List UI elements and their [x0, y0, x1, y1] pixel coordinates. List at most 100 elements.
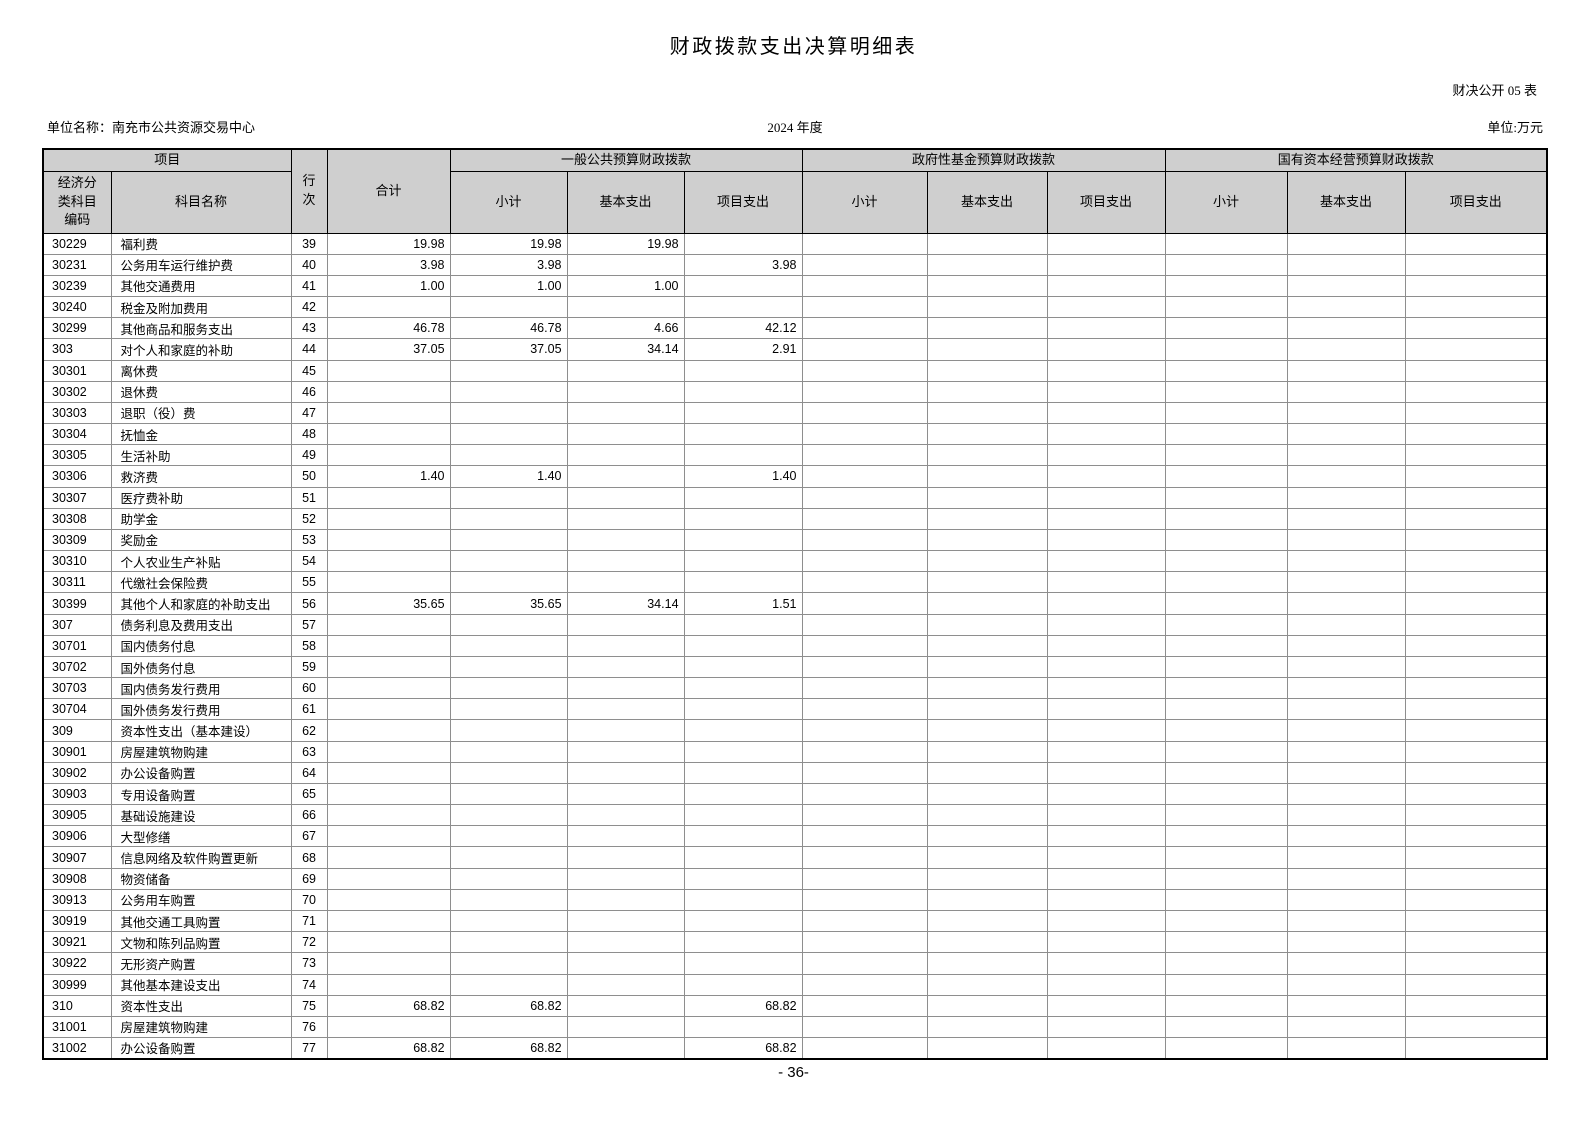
cell-economic-code: 30307	[42, 486, 112, 509]
cell-line-number: 55	[290, 571, 328, 594]
cell-subject-name: 退休费	[110, 380, 292, 403]
cell-state-subtotal	[1164, 973, 1288, 996]
cell-general-project: 1.40	[683, 465, 803, 488]
cell-total	[326, 401, 451, 425]
table-row: 30304 抚恤金 48	[42, 423, 1548, 446]
cell-state-basic	[1286, 909, 1406, 933]
cell-general-basic	[566, 846, 685, 869]
cell-state-subtotal	[1164, 423, 1288, 446]
cell-gov-basic	[926, 550, 1048, 573]
cell-gov-subtotal	[801, 804, 928, 827]
cell-state-subtotal	[1164, 528, 1288, 552]
cell-general-subtotal	[449, 401, 568, 425]
cell-gov-subtotal	[801, 444, 928, 467]
table-row: 30229 福利费 39 19.98 19.98 19.98	[42, 232, 1548, 255]
header-state-capital-group: 国有资本经营预算财政拨款	[1164, 148, 1548, 172]
cell-state-basic	[1286, 423, 1406, 446]
table-row: 307 债务利息及费用支出 57	[42, 613, 1548, 636]
cell-subject-name: 奖励金	[110, 528, 292, 552]
cell-line-number: 39	[290, 232, 328, 255]
cell-gov-subtotal	[801, 973, 928, 996]
cell-gov-basic	[926, 359, 1048, 382]
cell-general-basic	[566, 677, 685, 700]
table-row: 30309 奖励金 53	[42, 528, 1548, 552]
cell-gov-project	[1046, 973, 1166, 996]
table-row: 30701 国内债务付息 58	[42, 634, 1548, 657]
cell-line-number: 76	[290, 1015, 328, 1039]
cell-line-number: 50	[290, 465, 328, 488]
cell-state-project	[1404, 846, 1548, 869]
cell-subject-name: 抚恤金	[110, 423, 292, 446]
header-gov-project: 项目支出	[1046, 170, 1166, 234]
cell-total	[326, 804, 451, 827]
cell-state-basic	[1286, 761, 1406, 784]
cell-total	[326, 677, 451, 700]
header-general-project: 项目支出	[683, 170, 803, 234]
cell-economic-code: 30906	[42, 825, 112, 848]
cell-state-basic	[1286, 613, 1406, 636]
cell-state-subtotal	[1164, 380, 1288, 403]
cell-subject-name: 物资储备	[110, 867, 292, 890]
cell-gov-subtotal	[801, 550, 928, 573]
cell-line-number: 44	[290, 338, 328, 361]
cell-gov-project	[1046, 1015, 1166, 1039]
cell-general-subtotal	[449, 740, 568, 763]
cell-state-subtotal	[1164, 825, 1288, 848]
header-economic-code: 经济分类科目编码	[42, 170, 112, 234]
cell-general-subtotal: 37.05	[449, 338, 568, 361]
cell-state-subtotal	[1164, 888, 1288, 912]
cell-general-basic	[566, 486, 685, 509]
cell-state-subtotal	[1164, 359, 1288, 382]
cell-general-subtotal	[449, 761, 568, 784]
cell-state-subtotal	[1164, 846, 1288, 869]
cell-subject-name: 国外债务付息	[110, 655, 292, 679]
cell-economic-code: 30299	[42, 317, 112, 340]
cell-gov-subtotal	[801, 867, 928, 890]
cell-line-number: 42	[290, 296, 328, 319]
table-row: 30902 办公设备购置 64	[42, 761, 1548, 784]
cell-subject-name: 税金及附加费用	[110, 296, 292, 319]
cell-gov-project	[1046, 486, 1166, 509]
cell-gov-basic	[926, 782, 1048, 806]
table-row: 310 资本性支出 75 68.82 68.82 68.82	[42, 994, 1548, 1017]
cell-line-number: 65	[290, 782, 328, 806]
cell-general-basic	[566, 253, 685, 276]
cell-gov-subtotal	[801, 317, 928, 340]
cell-line-number: 53	[290, 528, 328, 552]
cell-general-project	[683, 909, 803, 933]
table-row: 30240 税金及附加费用 42	[42, 296, 1548, 319]
cell-subject-name: 无形资产购置	[110, 952, 292, 975]
cell-state-project	[1404, 994, 1548, 1017]
cell-state-basic	[1286, 571, 1406, 594]
cell-economic-code: 30309	[42, 528, 112, 552]
cell-state-subtotal	[1164, 804, 1288, 827]
cell-general-project	[683, 677, 803, 700]
cell-gov-basic	[926, 1037, 1048, 1060]
cell-total	[326, 846, 451, 869]
cell-gov-project	[1046, 465, 1166, 488]
cell-state-project	[1404, 507, 1548, 530]
cell-general-basic	[566, 380, 685, 403]
cell-state-subtotal	[1164, 698, 1288, 721]
cell-general-subtotal	[449, 846, 568, 869]
cell-subject-name: 救济费	[110, 465, 292, 488]
cell-gov-basic	[926, 677, 1048, 700]
cell-general-project	[683, 296, 803, 319]
cell-economic-code: 30921	[42, 931, 112, 954]
cell-state-project	[1404, 1037, 1548, 1060]
cell-gov-project	[1046, 634, 1166, 657]
cell-state-basic	[1286, 867, 1406, 890]
cell-line-number: 41	[290, 274, 328, 298]
cell-state-project	[1404, 825, 1548, 848]
cell-gov-subtotal	[801, 1015, 928, 1039]
cell-gov-subtotal	[801, 359, 928, 382]
cell-state-project	[1404, 571, 1548, 594]
cell-gov-project	[1046, 423, 1166, 446]
cell-state-basic	[1286, 1015, 1406, 1039]
cell-general-subtotal	[449, 613, 568, 636]
cell-total	[326, 571, 451, 594]
cell-state-project	[1404, 380, 1548, 403]
cell-gov-project	[1046, 698, 1166, 721]
table-row: 30907 信息网络及软件购置更新 68	[42, 846, 1548, 869]
cell-state-basic	[1286, 592, 1406, 615]
